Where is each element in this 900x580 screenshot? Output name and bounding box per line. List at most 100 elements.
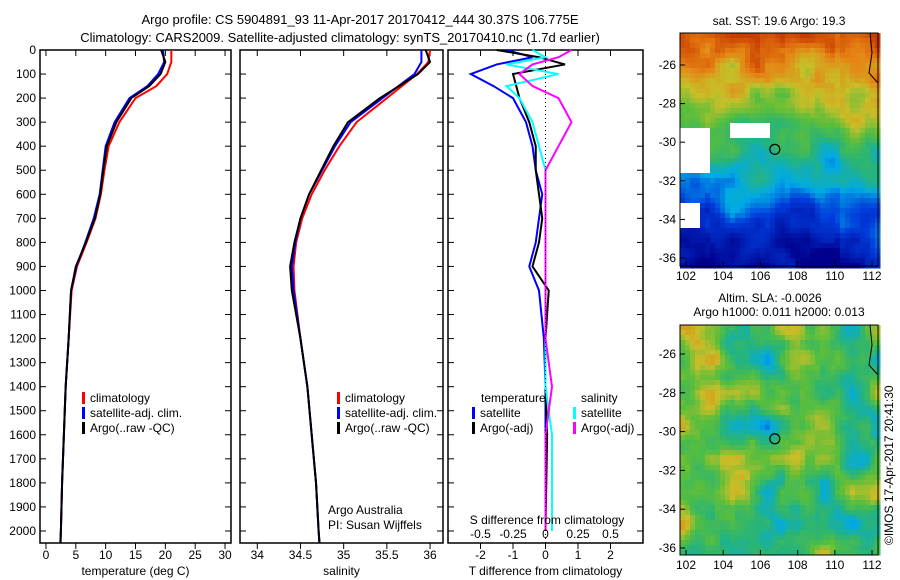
map-cell: [710, 178, 716, 184]
map-cell: [855, 58, 861, 64]
map-cell: [865, 33, 871, 39]
map-cell: [870, 213, 876, 219]
map-cell: [845, 48, 851, 54]
map-cell: [720, 63, 726, 69]
map-cell: [845, 63, 851, 69]
map-cell: [745, 360, 751, 366]
map-cell: [785, 370, 791, 376]
map-cell: [730, 430, 736, 436]
map-cell: [745, 243, 751, 249]
map-cell: [695, 530, 701, 536]
map-cell: [835, 485, 841, 491]
map-cell: [700, 73, 706, 79]
map-cell: [685, 113, 691, 119]
map-cell: [830, 243, 836, 249]
map-cell: [700, 535, 706, 541]
map-cell: [730, 480, 736, 486]
map-cell: [830, 545, 836, 551]
y-tick-label: -34: [659, 502, 677, 516]
map-cell: [695, 345, 701, 351]
map-cell: [785, 525, 791, 531]
map-cell: [750, 480, 756, 486]
map-cell: [825, 360, 831, 366]
map-cell: [815, 233, 821, 239]
map-cell: [680, 365, 686, 371]
map-cell: [755, 103, 761, 109]
map-cell: [730, 83, 736, 89]
map-cell: [820, 133, 826, 139]
map-cell: [730, 73, 736, 79]
map-cell: [775, 153, 781, 159]
map-cell: [735, 370, 741, 376]
map-cell: [775, 258, 781, 264]
map-cell: [790, 128, 796, 134]
map-cell: [855, 148, 861, 154]
map-cell: [715, 78, 721, 84]
map-cell: [870, 123, 876, 129]
map-cell: [690, 405, 696, 411]
map-cell: [735, 450, 741, 456]
map-cell: [730, 375, 736, 381]
map-cell: [780, 460, 786, 466]
map-cell: [715, 370, 721, 376]
map-cell: [825, 545, 831, 551]
map-cell: [720, 345, 726, 351]
map-cell: [780, 48, 786, 54]
map-cell: [815, 550, 821, 556]
map-cell: [780, 470, 786, 476]
map-cell: [860, 93, 866, 99]
map-cell: [765, 355, 771, 361]
x-tick-label: 10: [99, 548, 113, 562]
map-cell: [775, 435, 781, 441]
map-cell: [870, 118, 876, 124]
map-cell: [815, 58, 821, 64]
map-cell: [790, 188, 796, 194]
map-cell: [835, 535, 841, 541]
map-cell: [730, 450, 736, 456]
map-cell: [745, 88, 751, 94]
map-cell: [710, 33, 716, 39]
map-cell: [745, 540, 751, 546]
map-cell: [805, 445, 811, 451]
map-cell: [735, 118, 741, 124]
map-cell: [815, 495, 821, 501]
map-cell: [770, 540, 776, 546]
map-cell: [860, 385, 866, 391]
map-cell: [725, 113, 731, 119]
map-cell: [815, 93, 821, 99]
map-cell: [835, 148, 841, 154]
map-cell: [705, 58, 711, 64]
map-cell: [805, 203, 811, 209]
map-cell: [780, 243, 786, 249]
map-cell: [840, 93, 846, 99]
map-cell: [820, 480, 826, 486]
map-cell: [760, 163, 766, 169]
map-cell: [745, 545, 751, 551]
map-cell: [800, 390, 806, 396]
map-cell: [830, 540, 836, 546]
map-cell: [690, 410, 696, 416]
map-cell: [700, 395, 706, 401]
map-cell: [695, 340, 701, 346]
map-cell: [775, 465, 781, 471]
map-cell: [840, 355, 846, 361]
map-cell: [720, 410, 726, 416]
map-cell: [755, 153, 761, 159]
map-cell: [755, 208, 761, 214]
map-cell: [735, 198, 741, 204]
map-cell: [715, 168, 721, 174]
map-cell: [680, 158, 686, 164]
map-cell: [870, 223, 876, 229]
map-cell: [690, 253, 696, 259]
map-cell: [835, 475, 841, 481]
map-cell: [725, 535, 731, 541]
map-cell: [855, 435, 861, 441]
map-cell: [680, 510, 686, 516]
map-cell: [720, 78, 726, 84]
map-cell: [690, 133, 696, 139]
map-cell: [840, 243, 846, 249]
map-cell: [820, 410, 826, 416]
map-cell: [725, 365, 731, 371]
map-cell: [770, 163, 776, 169]
map-cell: [850, 500, 856, 506]
